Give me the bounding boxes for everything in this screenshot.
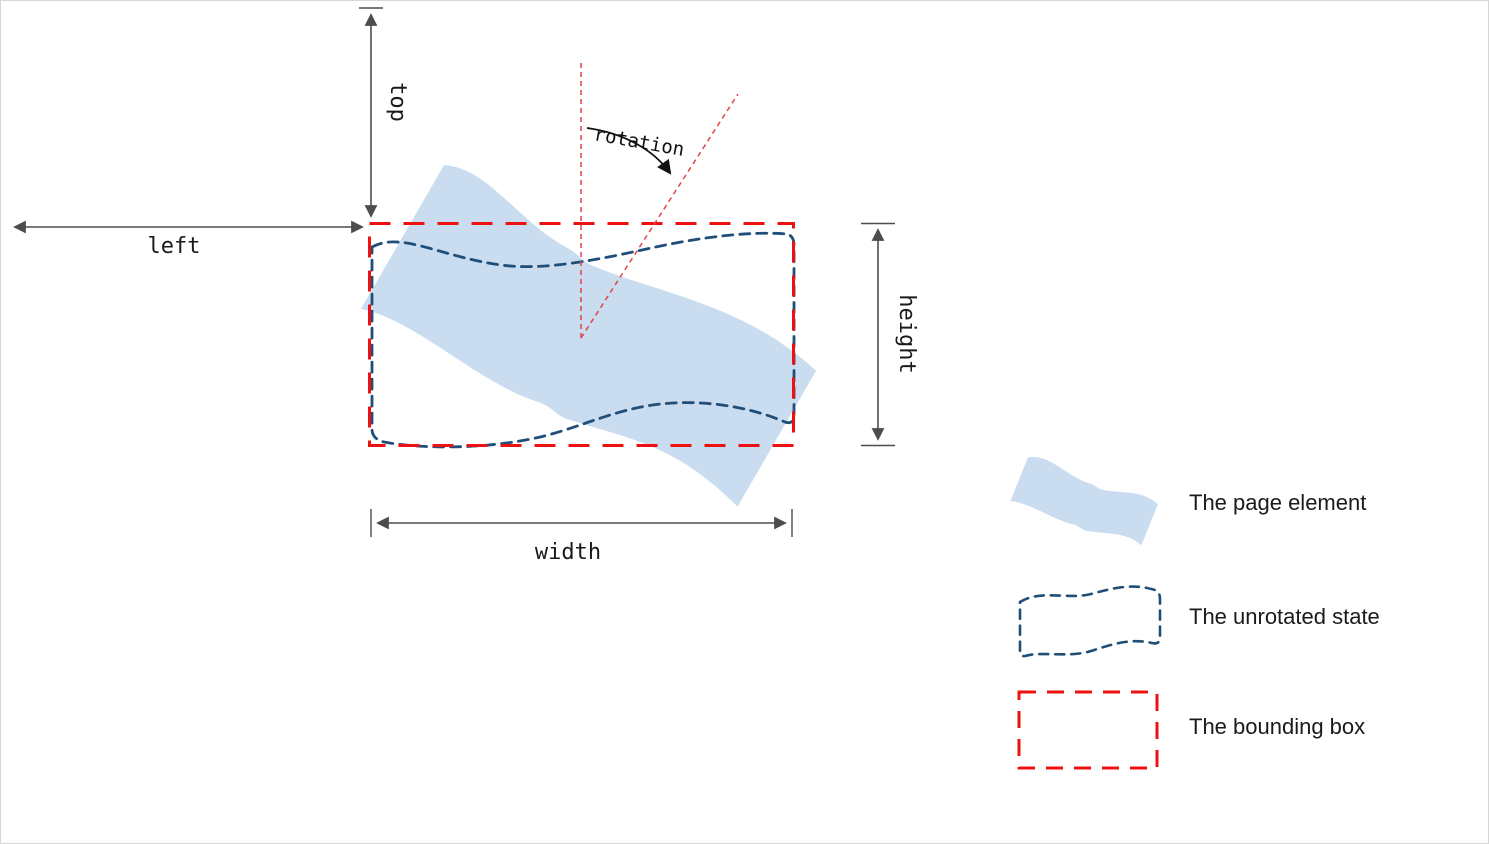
legend-swatch-page-element [1010,457,1158,546]
height-label: height [894,294,919,373]
legend-swatch-bounding-box [1017,690,1159,770]
page-element-shape [361,165,817,507]
rotation-label: rotation [592,123,686,161]
rotation-arc-arrow [586,127,672,175]
width-label: width [535,540,601,565]
bounding-box-rect [368,222,795,447]
legend-swatch-unrotated-state [1018,585,1162,658]
left-label: left [148,234,201,259]
legend-label-unrotated-state: The unrotated state [1189,604,1380,629]
top-label: top [385,82,410,122]
legend-label-bounding-box: The bounding box [1189,714,1365,739]
rotation-target-line [580,93,739,339]
legend: The page element The unrotated state The… [1010,457,1380,770]
legend-label-page-element: The page element [1189,490,1366,515]
